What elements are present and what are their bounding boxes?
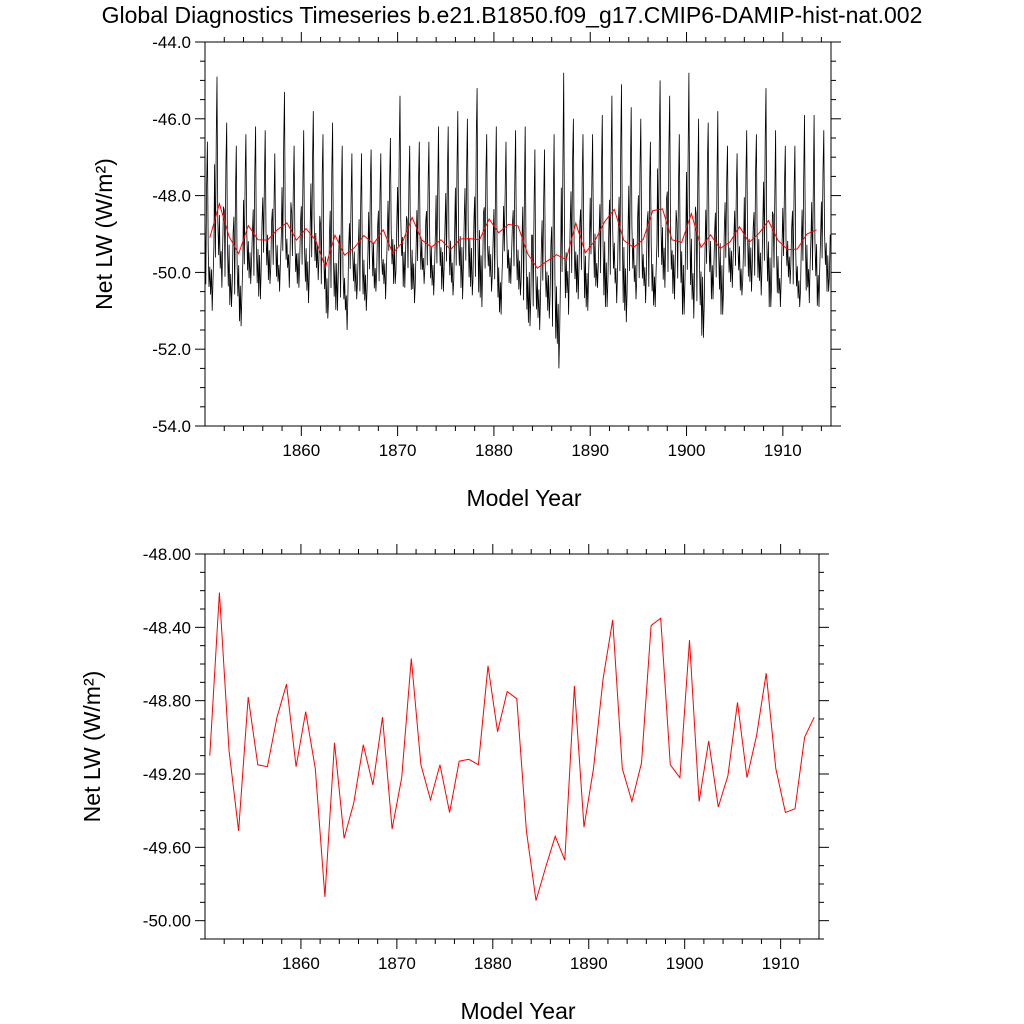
monthly-series-line: [205, 72, 831, 369]
y-tick-label: -48.80: [143, 692, 191, 711]
figure-title: Global Diagnostics Timeseries b.e21.B185…: [101, 2, 923, 28]
panel-2: 1860 1870 1880 1890 1900 1910 -50.00 -49.60 -49.…: [79, 544, 829, 1024]
x-tick-label: 1910: [764, 441, 802, 460]
y-tick-label: -44.0: [152, 33, 191, 52]
panel-1: 1860 1870 1880 1890 1900 1910 -54.0 -52.0 -50.0 -…: [91, 32, 841, 511]
x-tick-label: 1900: [666, 954, 704, 973]
x-tick-label: 1880: [475, 441, 513, 460]
y-tick-label: -54.0: [152, 417, 191, 436]
plot-frame: [204, 553, 820, 940]
x-axis-label: Model Year: [466, 485, 581, 511]
x-tick-label: 1870: [379, 441, 417, 460]
y-tick-label: -48.0: [152, 187, 191, 206]
annual-series-line: [209, 592, 815, 901]
x-tick-label: 1870: [378, 954, 416, 973]
y-axis-label: Net LW (W/m²): [91, 158, 117, 310]
annual-series-line: [209, 201, 817, 270]
x-tick-label: 1910: [762, 954, 800, 973]
y-tick-label: -46.0: [152, 110, 191, 129]
plot-frame: [204, 41, 832, 427]
x-tick-label: 1890: [570, 954, 608, 973]
y-tick-label: -48.40: [143, 618, 191, 637]
y-tick-label: -52.0: [152, 340, 191, 359]
x-tick-label: 1860: [282, 954, 320, 973]
x-tick-label: 1890: [571, 441, 609, 460]
y-tick-label: -49.60: [143, 838, 191, 857]
y-tick-label: -50.0: [152, 263, 191, 282]
y-tick-label: -50.00: [143, 912, 191, 931]
y-tick-label: -49.20: [143, 765, 191, 784]
y-axis-label: Net LW (W/m²): [79, 671, 105, 823]
x-axis-label: Model Year: [460, 998, 575, 1024]
x-tick-label: 1860: [282, 441, 320, 460]
x-tick-label: 1900: [668, 441, 706, 460]
y-tick-label: -48.00: [143, 545, 191, 564]
x-tick-label: 1880: [474, 954, 512, 973]
